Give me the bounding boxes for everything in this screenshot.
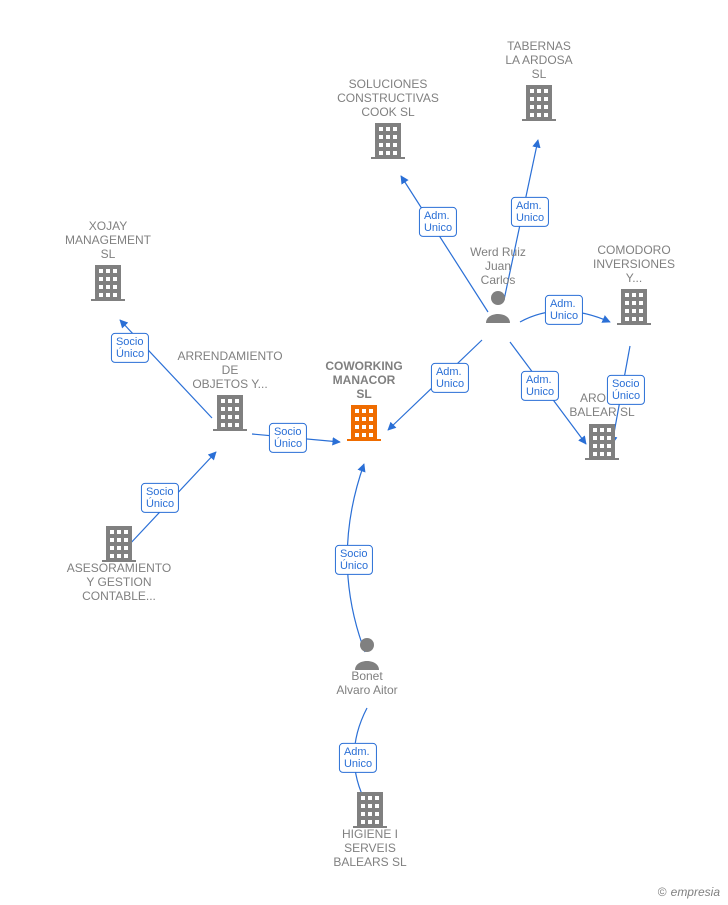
edge-label-werd-coworking: Adm. Unico: [431, 363, 469, 393]
node-asesor: ASESORAMIENTOY GESTIONCONTABLE...: [49, 524, 189, 605]
node-comodoro: COMODOROINVERSIONESY...: [564, 244, 704, 325]
node-higiene: HIGIENE ISERVEISBALEARS SL: [300, 790, 440, 871]
edge-label-werd-comodoro: Adm. Unico: [545, 295, 583, 325]
edge-label-bonet-coworking: Socio Único: [335, 545, 373, 575]
node-arrend: ARRENDAMIENTODEOBJETOS Y...: [160, 350, 300, 431]
node-xojay: XOJAYMANAGEMENTSL: [38, 220, 178, 301]
node-label-xojay: XOJAYMANAGEMENTSL: [38, 220, 178, 261]
node-aroma: AROMABALEAR SL: [532, 392, 672, 460]
node-tabernas: TABERNASLA ARDOSASL: [469, 40, 609, 121]
edge-label-werd-soluciones: Adm. Unico: [419, 207, 457, 237]
node-label-arrend: ARRENDAMIENTODEOBJETOS Y...: [160, 350, 300, 391]
edge-label-werd-tabernas: Adm. Unico: [511, 197, 549, 227]
watermark: ©empresia: [658, 885, 720, 899]
node-label-soluciones: SOLUCIONESCONSTRUCTIVASCOOK SL: [318, 78, 458, 119]
edge-label-asesor-arrend: Socio Único: [141, 483, 179, 513]
edge-label-comodoro-aroma: Socio Único: [607, 375, 645, 405]
edge-label-arrend-coworking: Socio Único: [269, 423, 307, 453]
node-bonet: BonetAlvaro Aitor: [297, 636, 437, 700]
edge-label-arrend-xojay: Socio Único: [111, 333, 149, 363]
node-label-higiene: HIGIENE ISERVEISBALEARS SL: [300, 828, 440, 869]
watermark-text: empresia: [671, 885, 720, 899]
node-label-werd: Werd RuizJuanCarlos: [428, 246, 568, 287]
edge-label-bonet-higiene: Adm. Unico: [339, 743, 377, 773]
node-label-bonet: BonetAlvaro Aitor: [297, 670, 437, 698]
node-label-asesor: ASESORAMIENTOY GESTIONCONTABLE...: [49, 562, 189, 603]
node-label-comodoro: COMODOROINVERSIONESY...: [564, 244, 704, 285]
node-coworking: COWORKINGMANACORSL: [294, 360, 434, 441]
edge-label-werd-aroma: Adm. Unico: [521, 371, 559, 401]
node-label-coworking: COWORKINGMANACORSL: [294, 360, 434, 401]
node-label-tabernas: TABERNASLA ARDOSASL: [469, 40, 609, 81]
node-soluciones: SOLUCIONESCONSTRUCTIVASCOOK SL: [318, 78, 458, 159]
